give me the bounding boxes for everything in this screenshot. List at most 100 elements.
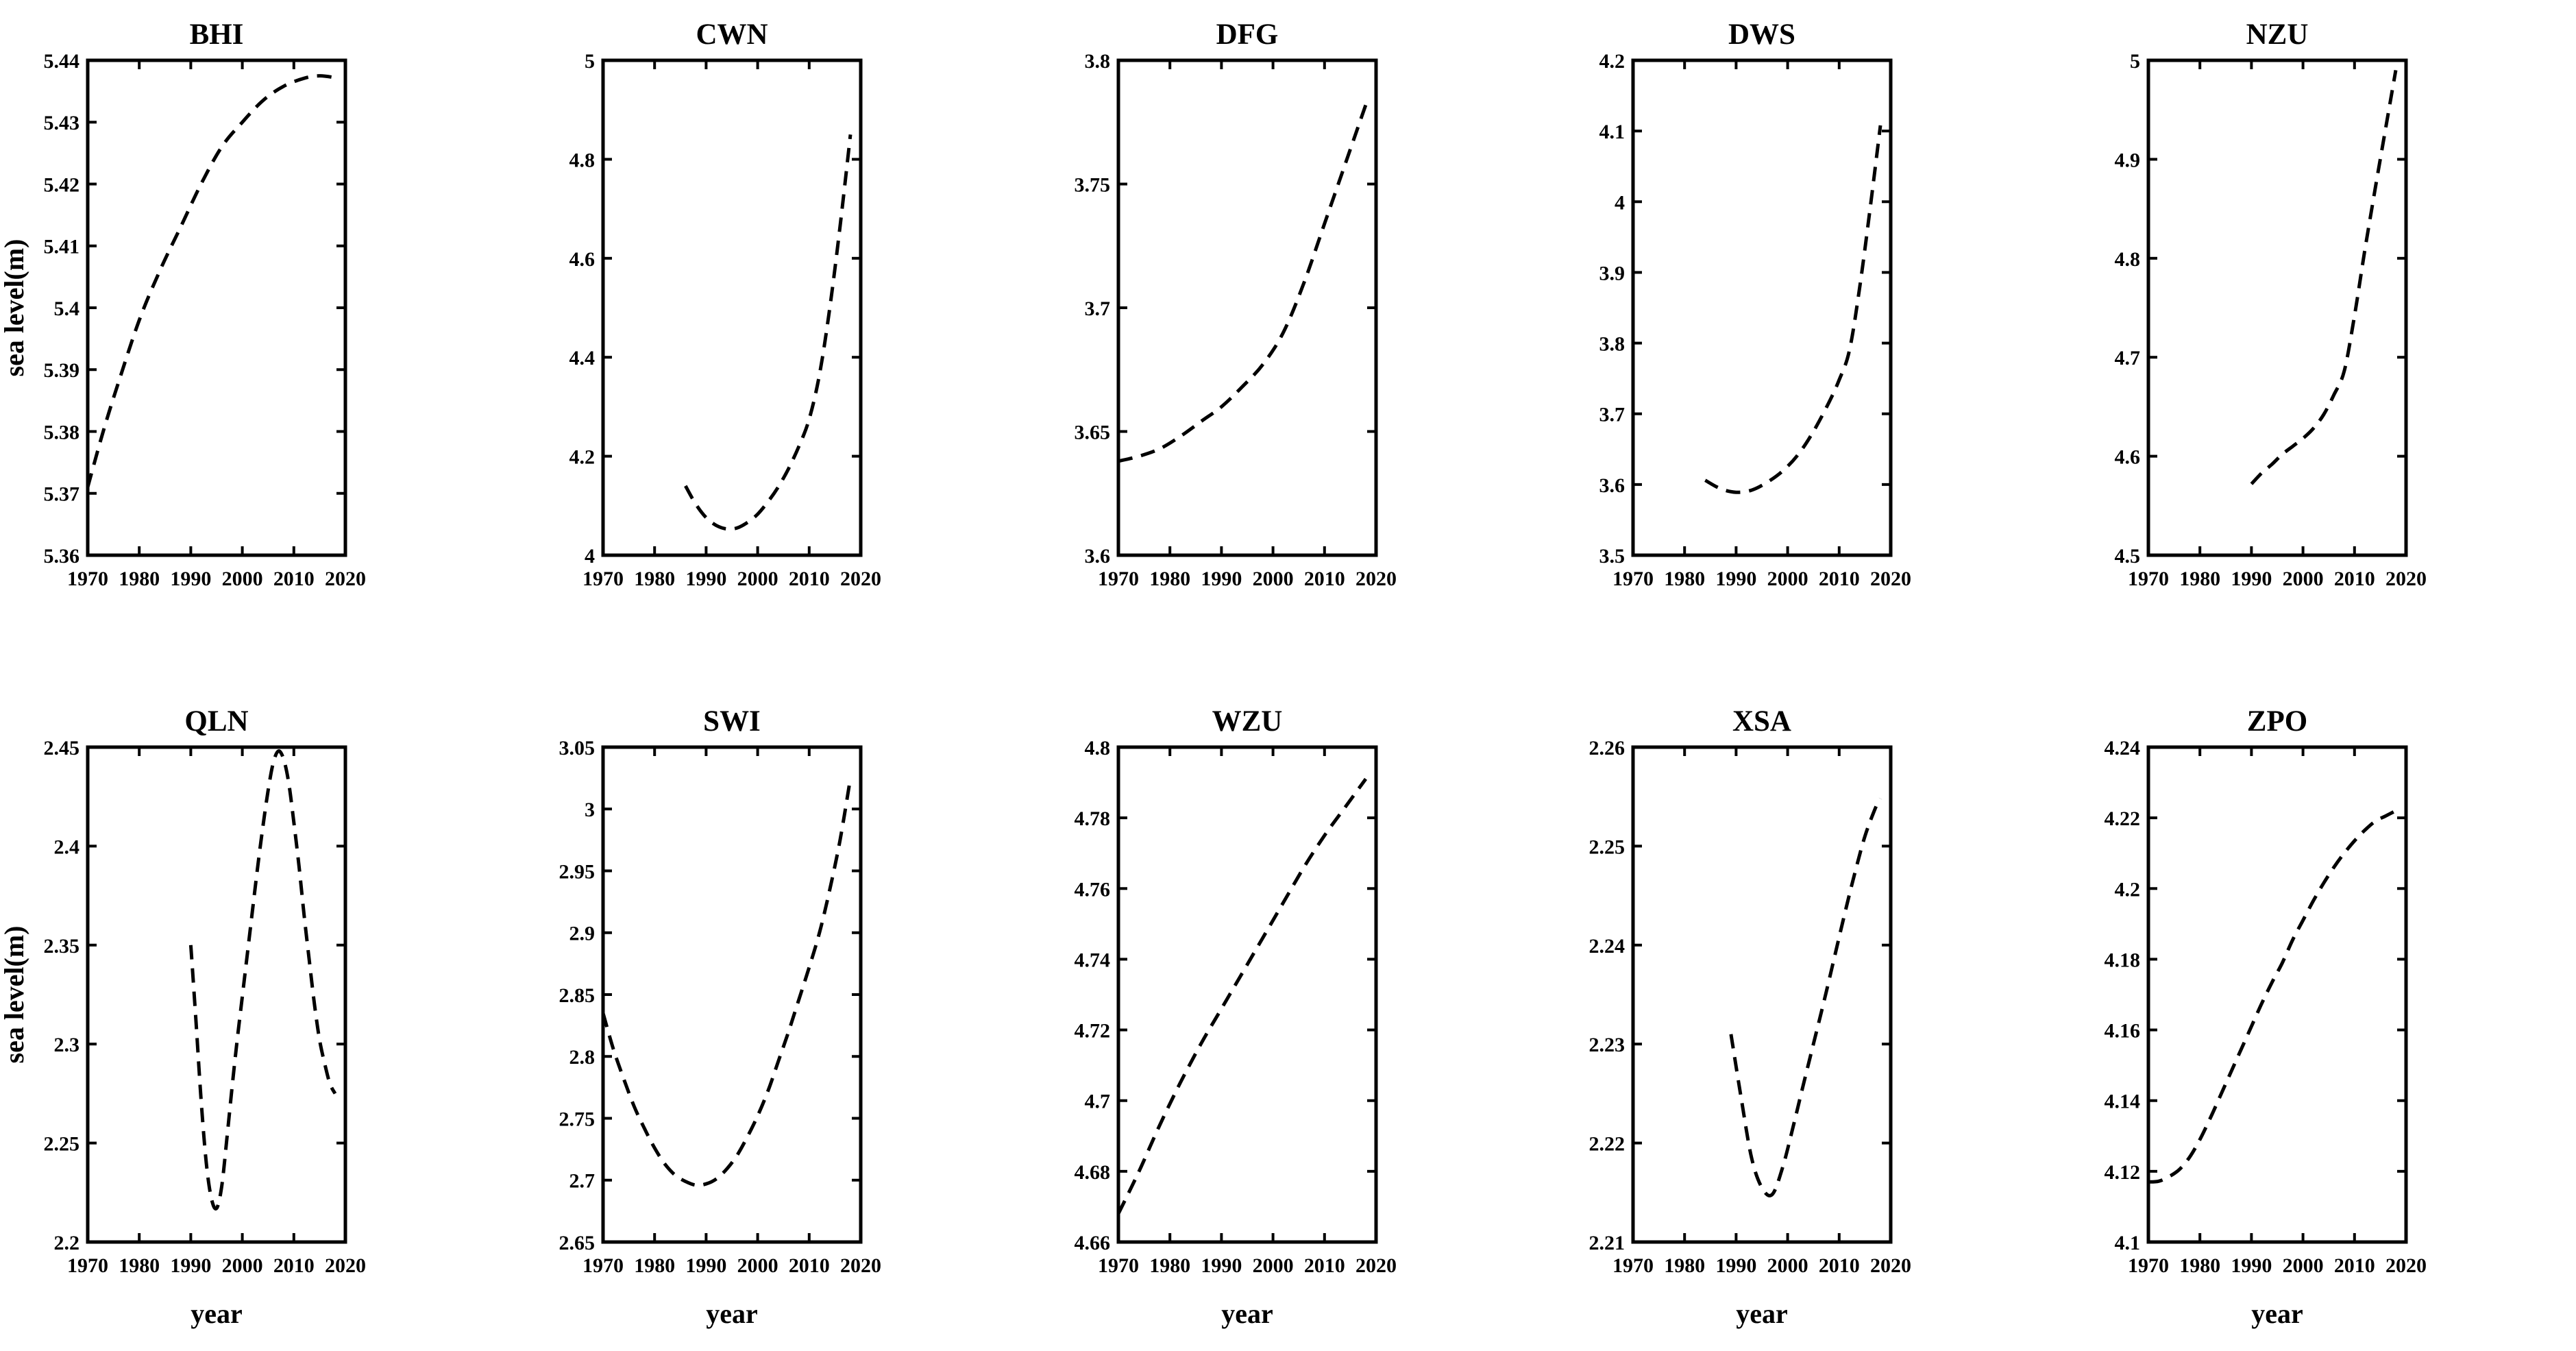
y-tick-label: 5.44 [44,50,79,73]
x-tick-label: 2010 [1819,568,1860,590]
y-tick-label: 2.4 [54,836,79,858]
y-tick-label: 2.21 [1589,1231,1625,1254]
y-tick-label: 3.8 [1084,50,1109,73]
y-tick-label: 4 [1615,191,1625,214]
y-tick-label: 4.8 [2115,248,2140,271]
x-tick-label: 2000 [222,1254,263,1276]
axis-box [2146,745,2408,1243]
series-line [86,74,336,488]
y-tick-label: 5.41 [44,236,79,258]
y-tick-label: 4.2 [569,446,594,469]
y-tick-label: 4.66 [1074,1231,1109,1254]
chart-title: DFG [1216,19,1278,51]
y-tick-label: 4.22 [2105,807,2140,830]
y-tick-label: 4.1 [1599,121,1625,143]
y-tick-label: 5.42 [44,174,79,197]
y-tick-label: 4.7 [2115,347,2140,369]
chart-wzu: WZU 1970 1980 1990 2000 2010 2020 4.66 4.68 4.7 4.… [1074,705,1396,1329]
x-tick-label: 2010 [1819,1254,1860,1276]
x-tick-label: 1980 [1149,568,1190,590]
x-tick-label: 2020 [2385,568,2427,590]
x-axis-label: year [1221,1298,1273,1328]
y-tick-label: 4.4 [569,347,594,369]
axis-box [601,58,863,557]
chart-title: XSA [1732,705,1791,738]
x-tick-label: 1990 [1716,1254,1757,1276]
chart-xsa: XSA 1970 1980 1990 2000 2010 2020 2.21 2.22 2.23 2… [1589,705,1911,1329]
x-tick-label: 1970 [2128,568,2169,590]
y-tick-label: 4.2 [2115,878,2140,901]
y-tick-label: 5.37 [44,483,79,506]
chart-title: ZPO [2247,705,2307,738]
y-tick-label: 5.36 [44,545,79,568]
y-tick-label: 4.24 [2105,737,2140,759]
y-tick-label: 5 [2130,50,2140,73]
y-tick-label: 3.75 [1074,174,1109,197]
x-tick-label: 2000 [222,568,263,590]
x-tick-label: 1990 [2231,568,2272,590]
y-tick-label: 2.95 [559,860,594,883]
x-tick-label: 1990 [170,1254,211,1276]
x-tick-label: 2010 [789,568,830,590]
y-tick-label: 5 [585,50,595,73]
y-tick-label: 4.16 [2105,1019,2140,1042]
y-tick-label: 5.43 [44,112,79,134]
y-tick-label: 2.8 [569,1046,594,1069]
x-tick-label: 2000 [1252,568,1293,590]
chart-dfg: DFG 1970 1980 1990 2000 2010 2020 3.6 3.65 3.7 3.7… [1074,19,1397,590]
x-tick-label: 2010 [2334,1254,2375,1276]
chart-title: CWN [696,19,768,51]
axis-box [601,745,863,1243]
y-tick-label: 5.4 [54,297,79,320]
x-tick-label: 2020 [1870,568,1911,590]
y-axis-label: sea level(m) [0,925,29,1063]
x-tick-label: 1980 [2179,568,2220,590]
x-tick-label: 2020 [325,1254,366,1276]
axis-box [1116,58,1378,557]
chart-cwn: CWN 1970 1980 1990 2000 2010 2020 4 4.2 4.4 4.6 4.8… [569,19,881,590]
x-tick-label: 1970 [67,568,108,590]
y-tick-label: 2.25 [1589,836,1625,858]
x-axis-label: year [191,1298,242,1328]
x-tick-label: 1970 [1612,1254,1654,1276]
y-tick-label: 4.7 [1084,1090,1109,1112]
x-tick-label: 1990 [685,568,726,590]
y-tick-label: 2.65 [559,1231,594,1254]
axis-box [86,58,347,557]
x-tick-label: 2000 [2283,568,2324,590]
x-tick-label: 2000 [737,1254,778,1276]
y-tick-label: 2.2 [54,1231,79,1254]
y-tick-label: 2.24 [1589,934,1625,957]
x-tick-label: 1990 [1716,568,1757,590]
y-tick-label: 3.5 [1599,545,1625,568]
axis-box [1116,745,1378,1243]
chart-title: NZU [2246,19,2309,51]
x-axis-label: year [1737,1298,1788,1328]
y-tick-label: 5.38 [44,421,79,443]
y-tick-label: 2.9 [569,922,594,945]
y-tick-label: 2.45 [44,737,79,759]
y-tick-label: 3.7 [1084,297,1109,320]
x-tick-label: 2020 [840,568,881,590]
y-tick-label: 4.12 [2105,1160,2140,1183]
series-line [188,748,337,1210]
axis-box [1631,58,1893,557]
y-tick-label: 4.6 [2115,446,2140,469]
x-tick-label: 2020 [1870,1254,1911,1276]
x-tick-label: 1970 [582,1254,624,1276]
y-tick-label: 3.6 [1599,474,1625,497]
chart-zpo: ZPO 1970 1980 1990 2000 2010 2020 4.1 4.12 4.14 4.… [2105,705,2427,1329]
series-line [601,777,852,1187]
y-tick-label: 2.22 [1589,1132,1625,1155]
x-tick-label: 1980 [119,1254,160,1276]
y-tick-label: 3.05 [559,737,594,759]
x-tick-label: 2020 [1356,568,1397,590]
y-tick-label: 4.78 [1074,807,1109,830]
x-tick-label: 1980 [1665,568,1706,590]
series-line [2250,69,2398,485]
y-tick-label: 2.26 [1589,737,1625,759]
y-tick-label: 2.3 [54,1034,79,1056]
y-tick-label: 4.76 [1074,878,1109,901]
y-tick-label: 4.6 [569,248,594,271]
y-tick-label: 4.5 [2115,545,2140,568]
